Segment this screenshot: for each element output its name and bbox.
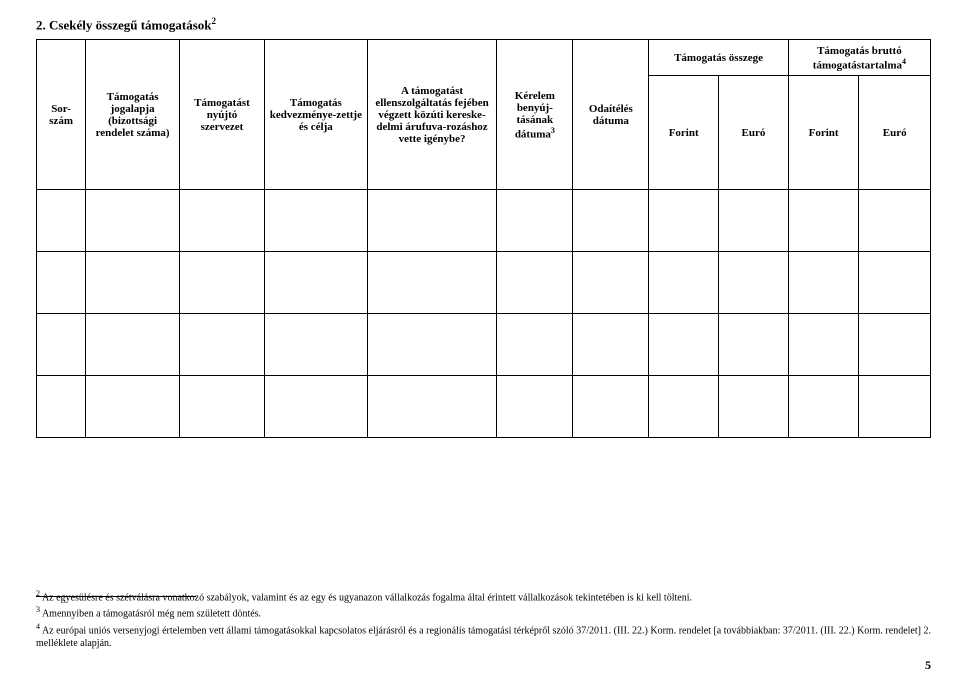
table-cell	[37, 376, 86, 438]
table-cell	[573, 376, 649, 438]
table-cell	[86, 376, 180, 438]
col-sorszam: Sor-szám	[37, 40, 86, 190]
table-cell	[497, 190, 573, 252]
table-cell	[180, 252, 265, 314]
table-cell	[573, 252, 649, 314]
col-brutto-text: Támogatás bruttó támogatástartalma	[813, 45, 902, 72]
footnote-4-text: Az európai uniós versenyjogi értelemben …	[36, 625, 931, 649]
table-cell	[367, 190, 497, 252]
col-osszege-forint: Forint	[649, 76, 719, 190]
table-row	[37, 376, 931, 438]
table-cell	[719, 314, 789, 376]
page-number: 5	[925, 658, 931, 673]
table-cell	[859, 190, 931, 252]
table-cell	[649, 252, 719, 314]
col-osszege-euro: Euró	[719, 76, 789, 190]
table-cell	[367, 376, 497, 438]
col-brutto-forint: Forint	[788, 76, 859, 190]
col-odaitel: Odaítélés dátuma	[573, 40, 649, 190]
col-kerem-text: Kérelem benyúj-tásának dátuma	[515, 90, 555, 141]
table-cell	[859, 314, 931, 376]
footnote-3: 3 Amennyiben a támogatásról még nem szül…	[36, 605, 931, 620]
table-cell	[367, 314, 497, 376]
table-cell	[788, 252, 859, 314]
table-cell	[86, 314, 180, 376]
table-cell	[497, 376, 573, 438]
table-row	[37, 190, 931, 252]
footnote-4: 4 Az európai uniós versenyjogi értelembe…	[36, 622, 931, 650]
table-cell	[573, 314, 649, 376]
table-cell	[37, 252, 86, 314]
table-cell	[180, 190, 265, 252]
table-cell	[497, 314, 573, 376]
table-cell	[788, 376, 859, 438]
table-cell	[264, 252, 367, 314]
col-brutto-sup: 4	[902, 57, 906, 66]
table-cell	[264, 314, 367, 376]
table-cell	[367, 252, 497, 314]
col-brutto: Támogatás bruttó támogatástartalma4	[788, 40, 930, 76]
section-title-sup: 2	[212, 16, 217, 26]
table-row	[37, 314, 931, 376]
footnotes: 2 Az egyesülésre és szétválásra vonatkoz…	[36, 586, 931, 651]
table-cell	[37, 190, 86, 252]
table-cell	[86, 252, 180, 314]
table-cell	[573, 190, 649, 252]
support-table: Sor-szám Támogatás jogalapja (bizottsági…	[36, 39, 931, 438]
table-cell	[180, 314, 265, 376]
col-kerem-sup: 3	[551, 126, 555, 135]
table-cell	[649, 190, 719, 252]
table-cell	[649, 314, 719, 376]
table-row	[37, 252, 931, 314]
table-cell	[86, 190, 180, 252]
table-cell	[859, 376, 931, 438]
table-cell	[37, 314, 86, 376]
table-cell	[497, 252, 573, 314]
table-cell	[788, 314, 859, 376]
footnote-2-text: Az egyesülésre és szétválásra vonatkozó …	[40, 592, 692, 603]
col-jogalapja: Támogatás jogalapja (bizottsági rendelet…	[86, 40, 180, 190]
table-cell	[859, 252, 931, 314]
section-title-text: 2. Csekély összegű támogatások	[36, 17, 212, 32]
table-cell	[719, 376, 789, 438]
table-cell	[788, 190, 859, 252]
col-brutto-euro: Euró	[859, 76, 931, 190]
table-cell	[719, 190, 789, 252]
col-osszege: Támogatás összege	[649, 40, 788, 76]
table-cell	[264, 376, 367, 438]
footnote-2: 2 Az egyesülésre és szétválásra vonatkoz…	[36, 589, 931, 604]
table-cell	[649, 376, 719, 438]
col-kerem: Kérelem benyúj-tásának dátuma3	[497, 40, 573, 190]
col-nyujto: Támogatást nyújtó szervezet	[180, 40, 265, 190]
section-title: 2. Csekély összegű támogatások2	[36, 16, 931, 33]
table-body	[37, 190, 931, 438]
col-ellenszolg: A támogatást ellenszolgáltatás fejében v…	[367, 40, 497, 190]
col-kedvezmenyezett: Támogatás kedvezménye-zettje és célja	[264, 40, 367, 190]
table-cell	[719, 252, 789, 314]
footnote-3-text: Amennyiben a támogatásról még nem szület…	[40, 609, 261, 620]
table-cell	[264, 190, 367, 252]
table-cell	[180, 376, 265, 438]
